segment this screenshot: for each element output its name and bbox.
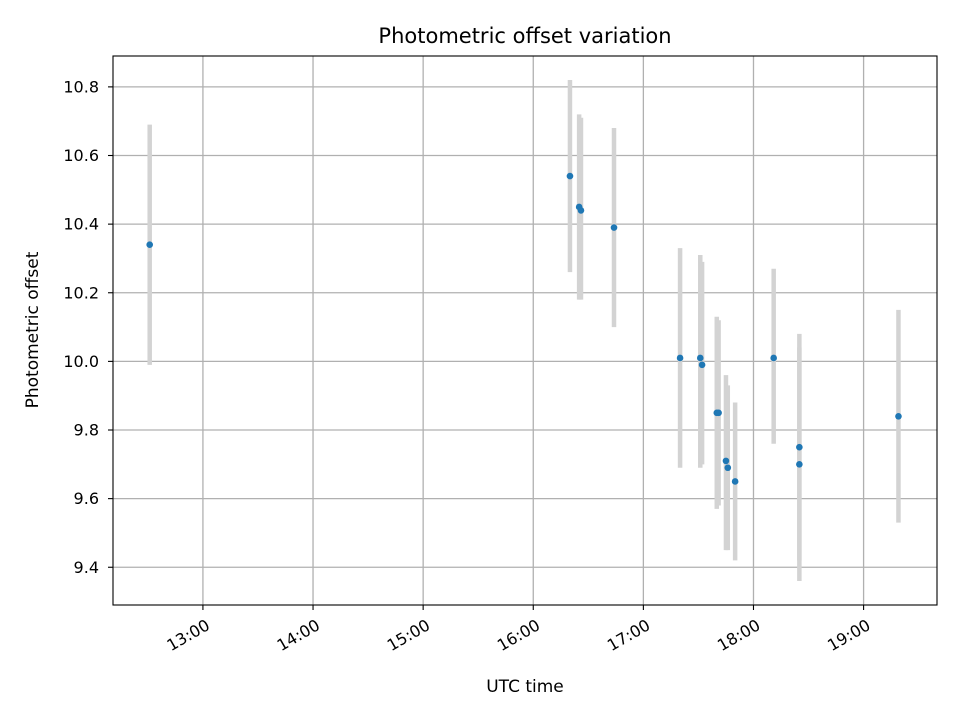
data-point (796, 461, 803, 468)
data-point (696, 354, 704, 362)
y-tick-label: 10.6 (63, 146, 99, 165)
data-point (146, 241, 154, 249)
chart-title: Photometric offset variation (378, 24, 671, 48)
data-point (731, 478, 739, 485)
data-point (770, 354, 777, 362)
y-tick-label: 9.8 (74, 421, 99, 440)
plot-area-frame (112, 55, 938, 606)
grid (113, 56, 937, 605)
data-points (146, 172, 902, 485)
y-axis-label: Photometric offset (23, 251, 43, 408)
data-point (610, 224, 618, 231)
y-tick-label: 10.2 (63, 283, 99, 302)
y-tick-label: 10.0 (63, 352, 99, 371)
data-point (895, 412, 902, 420)
data-point (724, 464, 732, 472)
data-point (676, 354, 684, 362)
data-point (577, 207, 585, 214)
y-tick-label: 10.4 (63, 215, 99, 234)
data-point (715, 409, 722, 417)
x-axis-label: UTC time (486, 677, 564, 697)
data-point (722, 457, 730, 465)
y-tick-label: 9.6 (74, 489, 99, 508)
data-point (566, 172, 574, 180)
y-tick-label: 9.4 (74, 558, 99, 577)
y-tick-label: 10.8 (63, 77, 99, 96)
data-point (796, 443, 803, 451)
data-point (698, 361, 706, 369)
